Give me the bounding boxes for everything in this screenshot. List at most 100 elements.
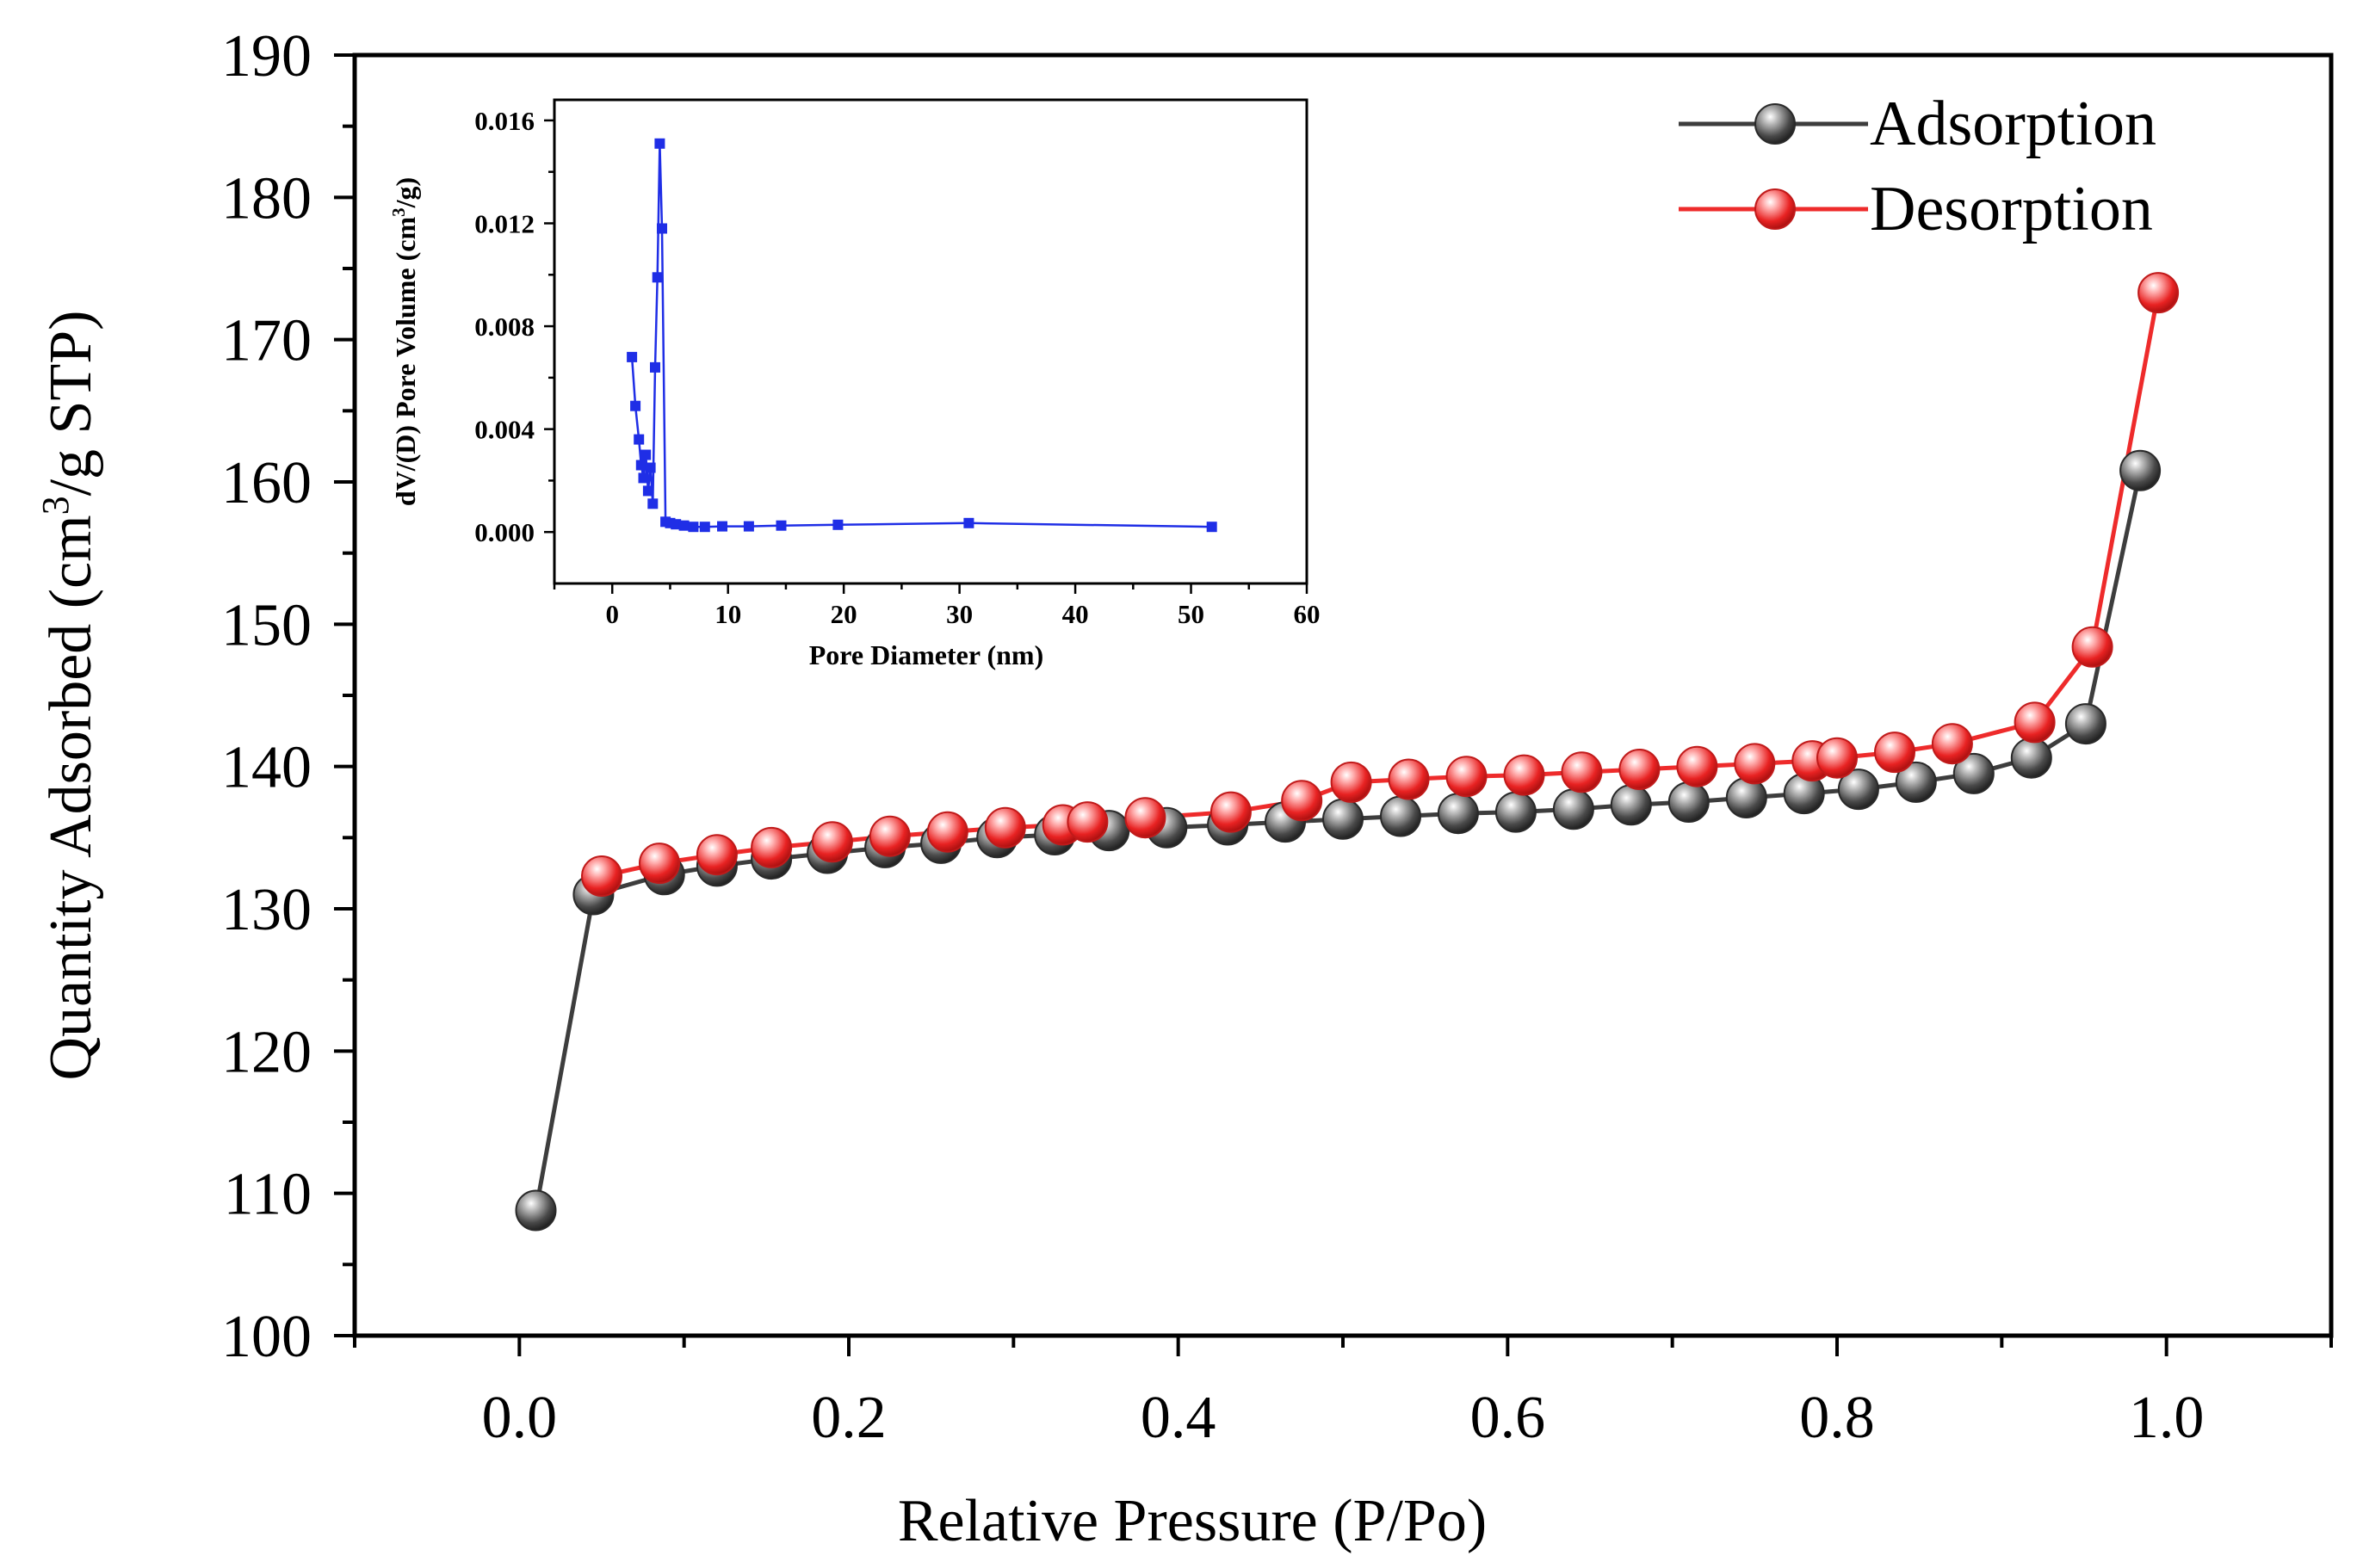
inset-point [776,520,787,531]
legend-label-desorption: Desorption [1870,174,2153,244]
main-y-tick-label: 130 [221,877,312,943]
desorption-point [1503,754,1545,796]
inset-y-tick-label: 0.016 [474,106,535,136]
main-x-tick-label: 0.2 [811,1385,887,1451]
inset-point [1206,522,1217,533]
inset-point [635,460,646,471]
inset-point [627,351,638,362]
main-y-tick-label: 100 [221,1304,312,1370]
desorption-point [2137,272,2180,314]
main-chart: 0.0 0.2 0.4 0.6 0.8 1.0 100110120130140150160… [34,23,2334,1554]
desorption-point [1067,801,1109,843]
desorption-point [984,806,1026,849]
desorption-point [1874,732,1915,774]
desorption-point [926,811,968,853]
main-y-tick-label: 150 [221,592,312,658]
inset-point [657,223,667,234]
inset-y-tick-labels: 0.000 0.004 0.008 0.012 0.016 [474,106,535,547]
legend-item-adsorption: Adsorption [1679,89,2156,159]
desorption-point [2014,701,2056,744]
inset-y-tick-label: 0.000 [474,517,535,547]
main-x-axis-label: Relative Pressure (P/Po) [898,1488,1487,1554]
inset-y-tick-label: 0.008 [474,312,535,342]
desorption-point [2071,626,2113,668]
main-x-tick-label: 0.0 [482,1385,558,1451]
main-y-tick-label: 170 [221,308,312,374]
inset-point [688,522,699,533]
inset-series [627,138,1217,533]
inset-x-tick-labels: 0 10 20 30 40 50 60 [605,599,1320,629]
desorption-point [696,834,738,876]
inset-x-tick-label: 50 [1178,599,1204,629]
adsorption-point [1725,777,1767,818]
inset-y-tick-label: 0.012 [474,208,535,238]
inset-y-axis-label-main: dV/(D) Pore Volume (cm [390,217,421,507]
desorption-point [1124,797,1166,839]
inset-point [699,522,710,533]
main-y-axis-label-sup: 3 [34,496,77,515]
legend-label-adsorption: Adsorption [1870,89,2156,159]
inset-point [634,434,645,445]
main-x-tick-labels: 0.0 0.2 0.4 0.6 0.8 1.0 [482,1385,2205,1451]
adsorption-point [1437,793,1479,835]
inset-point [645,462,656,473]
inset-x-tick-label: 30 [946,599,973,629]
inset-y-axis-label-tail: /g) [390,177,421,209]
inset-x-tick-label: 60 [1294,599,1321,629]
desorption-point [1388,758,1430,800]
adsorption-point [1610,784,1652,826]
desorption-point [1209,791,1252,833]
desorption-point [1281,780,1323,822]
legend: Adsorption Desorption [1679,89,2156,244]
inset-x-tick-label: 40 [1062,599,1089,629]
main-y-axis-label-main: Quantity Adsorbed (cm [38,515,104,1080]
main-x-tick-label: 0.6 [1470,1385,1546,1451]
desorption-point [811,821,853,863]
inset-y-axis-label: dV/(D) Pore Volume (cm3/g) [388,177,421,506]
desorption-point [1676,745,1718,787]
inset-point [642,485,653,497]
inset-ticks [544,119,1308,594]
inset-chart: 0 10 20 30 40 50 60 0.0000.0040.0080.0120.016 … [388,98,1321,670]
inset-x-axis-label: Pore Diameter (nm) [809,639,1043,670]
inset-plot-frame [553,98,1308,585]
inset-point [638,472,649,484]
inset-point [654,138,665,149]
main-y-tick-label: 180 [221,165,312,231]
desorption-point [1330,761,1372,803]
desorption-point [1816,737,1858,779]
adsorption-point [1837,769,1879,811]
desorption-point [639,843,680,885]
main-x-tick-label: 1.0 [2129,1385,2205,1451]
inset-point [650,361,660,373]
inset-y-tick-label: 0.004 [474,415,535,445]
inset-x-tick-label: 0 [605,599,619,629]
series-line-desorption [601,292,2161,879]
adsorption-point [1494,791,1537,833]
adsorption-point [1895,761,1937,803]
desorption-point [869,815,911,857]
desorption-point [1931,723,1973,765]
legend-marker-adsorption [1754,103,1796,145]
main-y-tick-labels: 100 110 120 130 140 150 160 170 180 190 [221,23,312,1370]
main-x-tick-label: 0.4 [1141,1385,1216,1451]
inset-point [717,521,727,532]
adsorption-point [1952,752,1995,794]
main-y-tick-label: 120 [221,1019,312,1085]
inset-point [671,519,682,530]
main-y-axis-label: Quantity Adsorbed (cm3/g STP) [34,311,104,1081]
inset-point [678,520,690,531]
desorption-point [1445,756,1488,798]
inset-point [630,400,641,411]
main-y-tick-label: 190 [221,23,312,90]
desorption-point [1734,743,1776,785]
adsorption-point [515,1189,557,1232]
adsorption-point [2119,449,2162,491]
main-series [515,272,2180,1232]
main-y-axis-label-tail: /g STP) [38,311,104,497]
adsorption-point [1667,781,1710,823]
main-y-tick-label: 110 [224,1162,312,1228]
desorption-point [581,855,622,897]
inset-x-tick-label: 20 [831,599,857,629]
inset-point [640,449,652,460]
